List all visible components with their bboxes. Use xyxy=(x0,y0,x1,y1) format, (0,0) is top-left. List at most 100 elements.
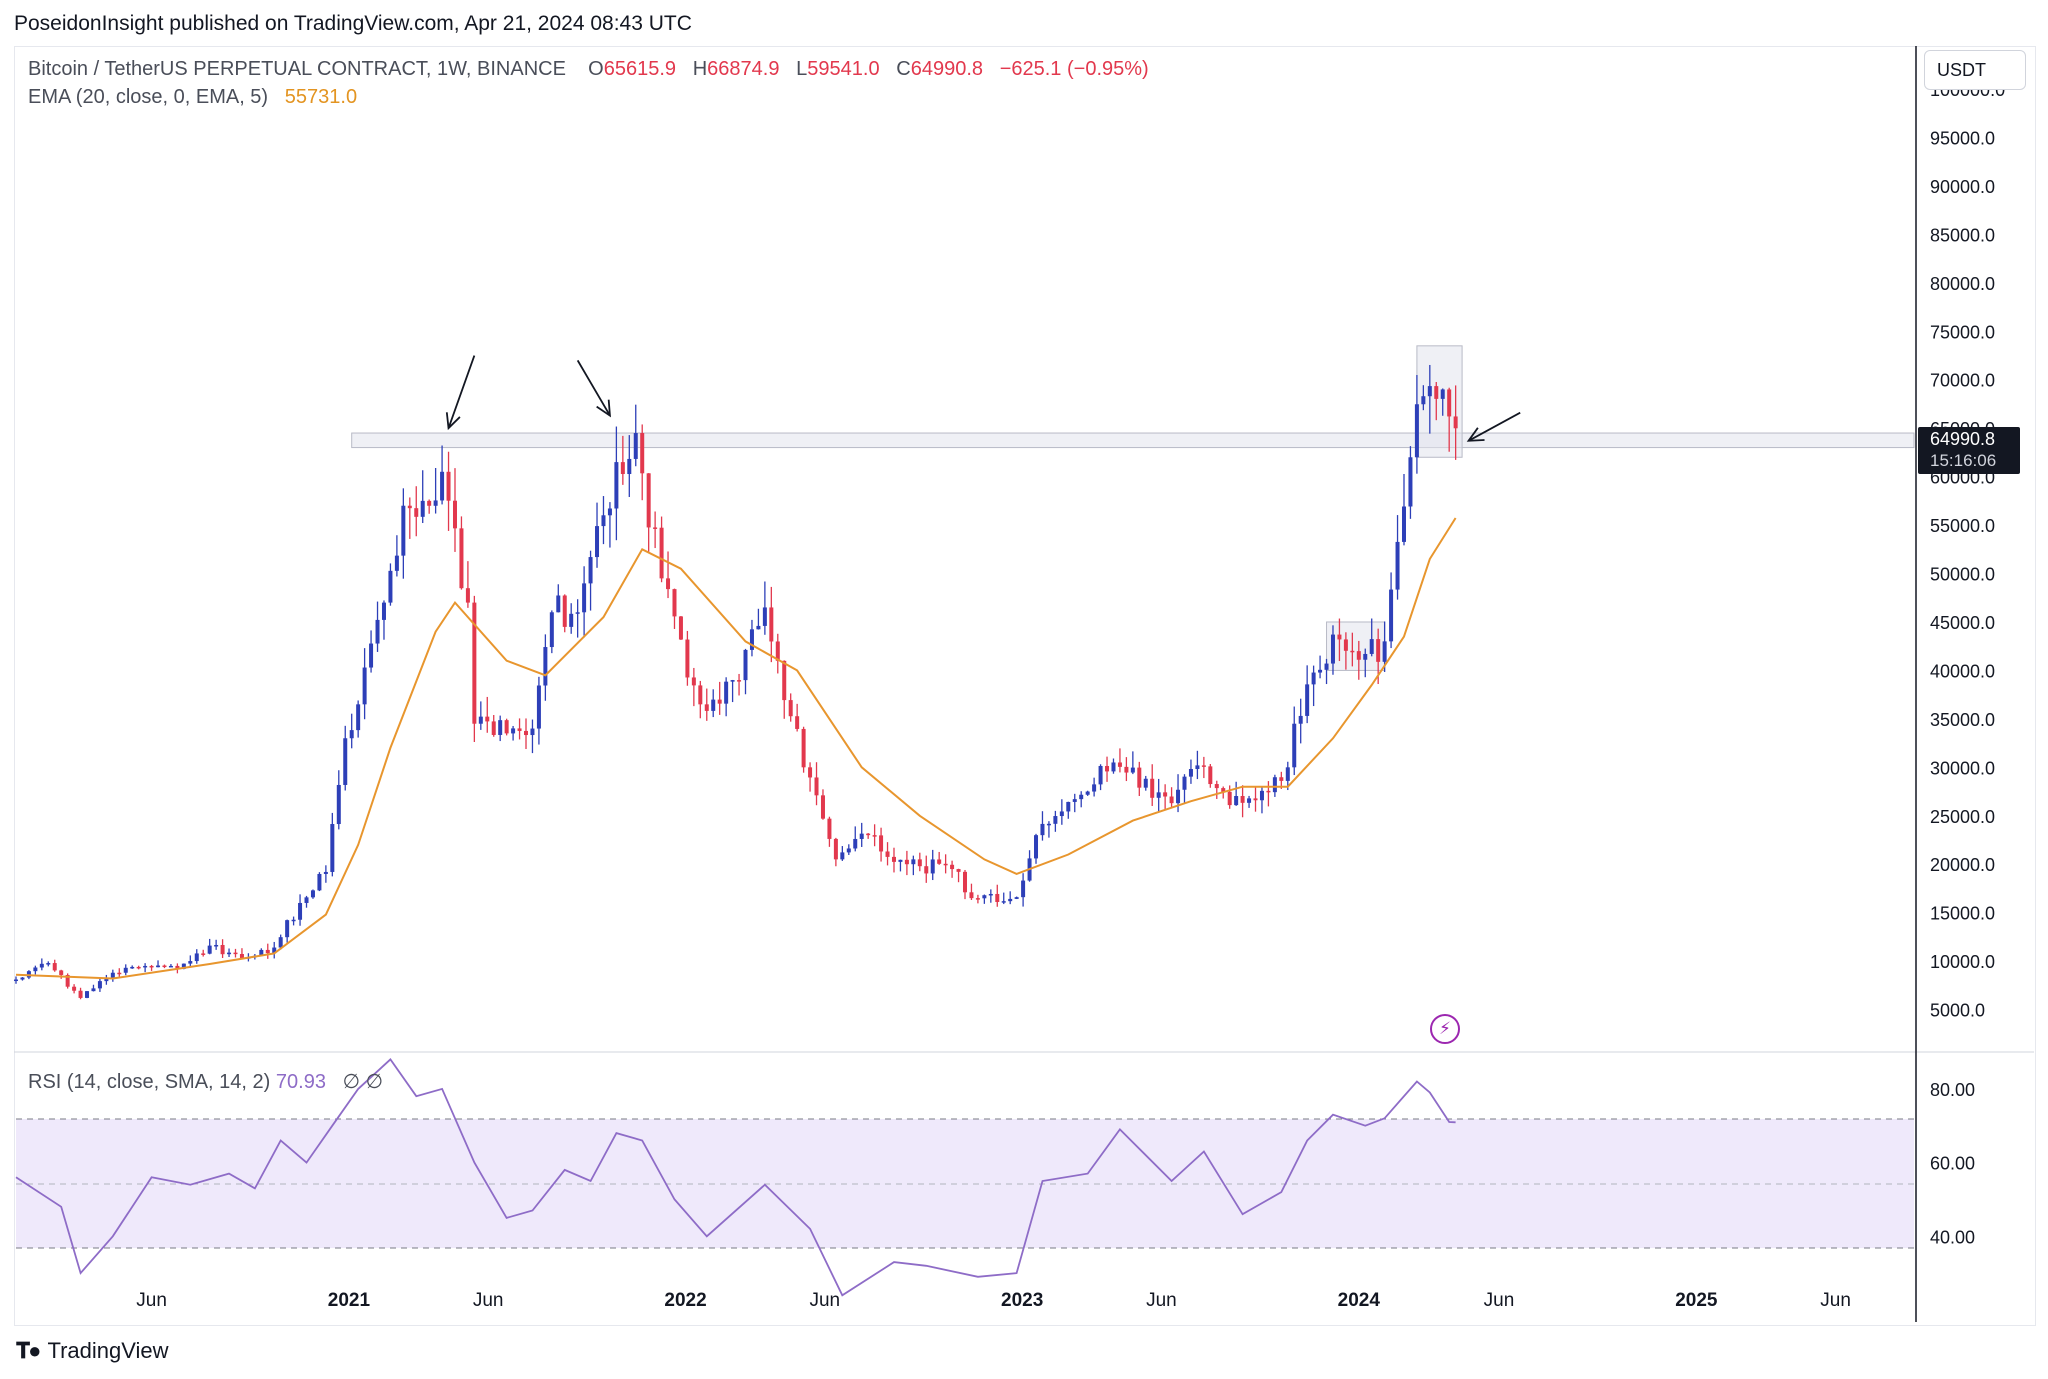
candle-body-90 xyxy=(595,526,600,558)
candle-body-211 xyxy=(1376,639,1381,662)
candle-body-11 xyxy=(85,991,90,998)
candle-body-77 xyxy=(511,728,516,734)
candle-body-74 xyxy=(491,721,496,735)
candle-body-148 xyxy=(969,892,974,899)
candle-body-6 xyxy=(52,963,57,971)
candle-body-65 xyxy=(433,500,438,506)
candle-body-7 xyxy=(59,970,64,975)
candle-body-145 xyxy=(950,864,955,870)
legend-symbol: Bitcoin / TetherUS PERPETUAL CONTRACT, 1… xyxy=(28,58,566,80)
rsi-tick-1: 60.00 xyxy=(1930,1154,1975,1174)
candle-body-150 xyxy=(982,895,987,899)
time-tick-6: Jun xyxy=(1146,1290,1177,1311)
candle-body-23 xyxy=(162,965,167,968)
annotation-arrow-1 xyxy=(576,359,611,417)
candle-body-172 xyxy=(1124,766,1129,773)
candle-body-72 xyxy=(478,716,483,724)
legend-symbol-row: Bitcoin / TetherUS PERPETUAL CONTRACT, 1… xyxy=(28,58,1149,81)
candle-body-220 xyxy=(1434,386,1439,399)
annotation-arrow-2 xyxy=(1468,411,1521,442)
candle-body-188 xyxy=(1227,791,1232,806)
candle-body-117 xyxy=(769,607,774,642)
candle-body-222 xyxy=(1447,389,1452,417)
candle-body-223 xyxy=(1453,416,1458,429)
candle-body-3 xyxy=(33,967,38,972)
candle-body-193 xyxy=(1259,790,1264,801)
candle-body-35 xyxy=(239,953,244,959)
legend-close-label: C xyxy=(896,58,911,80)
candle-body-4 xyxy=(39,963,44,968)
candle-body-115 xyxy=(756,625,761,630)
price-tick-9: 50000.0 xyxy=(1930,565,1995,585)
candle-body-0 xyxy=(13,979,19,982)
candle-body-128 xyxy=(840,852,845,860)
price-tick-2: 15000.0 xyxy=(1930,904,1995,924)
price-tick-7: 40000.0 xyxy=(1930,661,1995,681)
candle-body-134 xyxy=(879,835,884,852)
candle-body-25 xyxy=(175,965,180,969)
candle-body-61 xyxy=(407,505,412,509)
candle-body-41 xyxy=(278,937,283,948)
candle-body-24 xyxy=(168,965,173,968)
lightning-icon[interactable]: ⚡ xyxy=(1430,1014,1460,1044)
candle-body-56 xyxy=(375,619,380,644)
candle-body-102 xyxy=(672,589,677,617)
candle-body-70 xyxy=(465,588,470,603)
candle-body-31 xyxy=(214,944,219,947)
tradingview-mark-icon: 𝐓● xyxy=(16,1338,42,1363)
candle-body-205 xyxy=(1337,634,1342,640)
candle-body-111 xyxy=(730,680,735,682)
candle-body-19 xyxy=(136,966,141,969)
price-tick-6: 35000.0 xyxy=(1930,710,1995,730)
legend-open: 65615.9 xyxy=(603,58,677,80)
time-tick-10: Jun xyxy=(1820,1290,1851,1311)
candle-body-180 xyxy=(1176,789,1181,804)
legend-ema-row[interactable]: EMA (20, close, 0, EMA, 5) 55731.0 xyxy=(28,86,357,109)
legend-rsi-row[interactable]: RSI (14, close, SMA, 14, 2) 70.93 ∅ ∅ xyxy=(28,1069,383,1094)
currency-button[interactable]: USDT xyxy=(1924,50,2026,90)
tradingview-logo[interactable]: 𝐓● TradingView xyxy=(16,1338,169,1364)
candle-body-163 xyxy=(1066,801,1071,812)
candle-body-174 xyxy=(1137,767,1142,788)
candle-body-96 xyxy=(633,433,638,459)
candle-body-183 xyxy=(1195,765,1200,770)
price-tick-5: 30000.0 xyxy=(1930,758,1995,778)
price-tick-16: 85000.0 xyxy=(1930,225,1995,245)
candle-body-191 xyxy=(1247,798,1252,803)
candle-body-108 xyxy=(711,699,716,711)
candle-body-79 xyxy=(524,730,529,736)
candle-body-15 xyxy=(110,972,115,979)
candle-body-159 xyxy=(1040,823,1045,836)
price-tick-17: 90000.0 xyxy=(1930,177,1995,197)
candle-body-54 xyxy=(362,667,367,705)
price-tick-1: 10000.0 xyxy=(1930,952,1995,972)
candle-body-209 xyxy=(1363,653,1368,660)
candle-body-142 xyxy=(930,859,935,874)
price-tick-10: 55000.0 xyxy=(1930,516,1995,536)
legend-rsi-value: 70.93 xyxy=(275,1071,326,1093)
candle-body-195 xyxy=(1272,777,1277,793)
candle-body-103 xyxy=(678,616,683,640)
candle-body-21 xyxy=(149,965,154,968)
candle-body-136 xyxy=(891,856,896,862)
candle-body-119 xyxy=(782,660,787,701)
candle-body-73 xyxy=(485,716,490,722)
candle-body-52 xyxy=(349,730,354,739)
legend-high: 66874.9 xyxy=(707,58,780,80)
candle-body-132 xyxy=(866,833,871,836)
candle-body-13 xyxy=(97,981,102,989)
candle-body-141 xyxy=(924,866,929,874)
candle-body-45 xyxy=(304,897,309,903)
candle-body-47 xyxy=(317,873,322,891)
candle-body-200 xyxy=(1305,684,1310,716)
candle-body-175 xyxy=(1143,778,1148,788)
candle-body-94 xyxy=(620,462,625,475)
last-price-value: 64990.8 xyxy=(1930,429,1996,449)
candle-body-170 xyxy=(1111,762,1116,772)
candle-body-27 xyxy=(188,961,193,964)
candle-body-213 xyxy=(1389,589,1394,642)
candle-body-125 xyxy=(820,795,825,819)
candle-body-156 xyxy=(1021,880,1026,898)
candle-body-26 xyxy=(181,963,186,969)
